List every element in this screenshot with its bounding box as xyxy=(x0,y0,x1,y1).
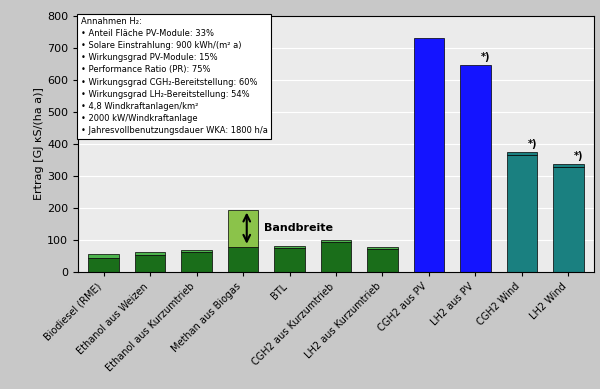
Text: *): *) xyxy=(574,151,584,161)
Bar xyxy=(553,164,584,167)
Text: *): *) xyxy=(527,139,537,149)
Bar xyxy=(507,155,537,272)
Bar xyxy=(274,248,305,272)
Bar xyxy=(181,252,212,272)
Bar xyxy=(414,38,444,272)
Bar xyxy=(367,247,398,249)
Bar xyxy=(507,152,537,155)
Bar xyxy=(321,242,351,272)
Bar xyxy=(135,255,165,272)
Bar xyxy=(460,65,491,272)
Bar xyxy=(274,246,305,248)
Text: *): *) xyxy=(481,52,491,62)
Bar xyxy=(88,254,119,258)
Bar xyxy=(321,240,351,242)
Bar xyxy=(181,250,212,252)
Y-axis label: Ertrag [GJ κS/(ha a)]: Ertrag [GJ κS/(ha a)] xyxy=(34,88,44,200)
Text: Bandbreite: Bandbreite xyxy=(264,223,333,233)
Bar xyxy=(135,252,165,255)
Bar xyxy=(553,167,584,272)
Bar xyxy=(88,258,119,272)
Bar xyxy=(367,249,398,272)
Bar xyxy=(228,210,258,247)
Text: Annahmen H₂:
• Anteil Fläche PV-Module: 33%
• Solare Einstrahlung: 900 kWh/(m² a: Annahmen H₂: • Anteil Fläche PV-Module: … xyxy=(80,17,268,135)
Bar xyxy=(228,247,258,272)
